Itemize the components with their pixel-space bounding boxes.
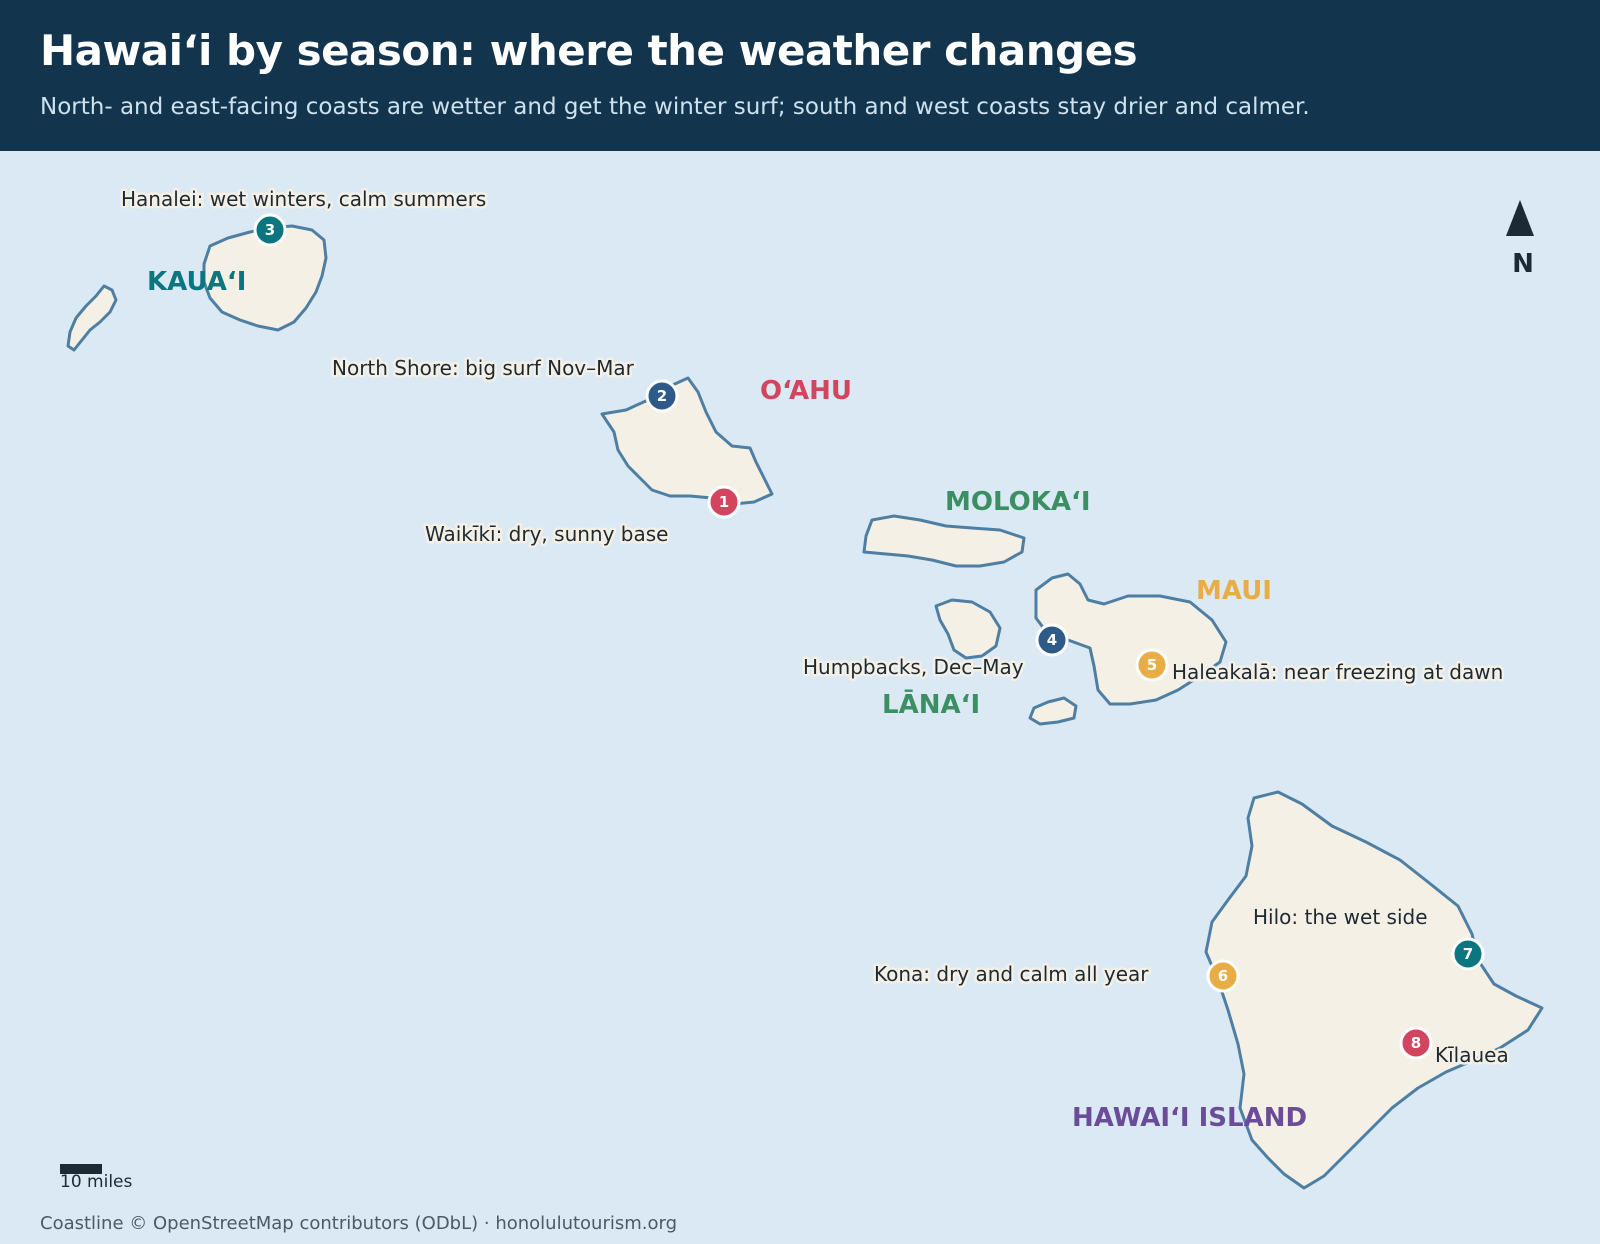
island-label-oahu: OʻAHU (760, 376, 852, 406)
marker-number-8: 8 (1411, 1034, 1421, 1052)
island-label-molokai: MOLOKAʻI (945, 487, 1091, 517)
island-oahu-shape[interactable] (600, 376, 774, 506)
map-marker-5[interactable]: Haleakalā: near freezing at dawn 5 (1135, 648, 1506, 687)
map-marker-4[interactable]: Humpbacks, Dec–May 4 (801, 623, 1069, 682)
marker-number-5: 5 (1147, 656, 1157, 674)
markers-layer: Waikīkī: dry, sunny base 1 North Shore: bi… (119, 185, 1512, 1070)
marker-callout-3: Hanalei: wet winters, calm summers (121, 187, 486, 211)
map-marker-3[interactable]: Hanalei: wet winters, calm summers 3 (119, 185, 489, 247)
marker-number-6: 6 (1218, 967, 1228, 985)
marker-pin-icon[interactable] (645, 379, 679, 413)
map-marker-6[interactable]: Kona: dry and calm all year 6 (872, 959, 1240, 993)
island-label-maui: MAUI (1196, 576, 1272, 606)
marker-callout-8: Kīlauea (1435, 1043, 1509, 1067)
header: Hawaiʻi by season: where the weather cha… (0, 0, 1600, 151)
page-subtitle: North- and east-facing coasts are wetter… (40, 94, 1310, 120)
marker-callout-7: Hilo: the wet side (1253, 905, 1428, 929)
marker-pin-icon[interactable] (1135, 648, 1169, 682)
map-canvas: KAUAʻI OʻAHU MOLOKAʻI MAUI LĀNAʻI HAWAIʻI ISL… (66, 185, 1544, 1190)
north-arrow-icon (1506, 200, 1534, 236)
island-label-kauai: KAUAʻI (147, 267, 246, 297)
island-label-lanai: LĀNAʻI (882, 688, 980, 720)
marker-callout-2: North Shore: big surf Nov–Mar (332, 356, 635, 380)
north-arrow: N (1506, 200, 1534, 279)
marker-pin-icon[interactable] (1206, 959, 1240, 993)
scale-bar (60, 1164, 102, 1174)
island-maui-shape[interactable] (1034, 572, 1228, 706)
map-marker-2[interactable]: North Shore: big surf Nov–Mar 2 (330, 354, 679, 413)
map-area[interactable]: KAUAʻI OʻAHU MOLOKAʻI MAUI LĀNAʻI HAWAIʻI ISL… (0, 151, 1600, 1244)
map-credit: Coastline © OpenStreetMap contributors (… (40, 1213, 678, 1234)
marker-number-7: 7 (1463, 945, 1473, 963)
island-hawaii-shape[interactable] (1204, 790, 1544, 1190)
marker-pin-icon[interactable] (1451, 937, 1485, 971)
marker-callout-6: Kona: dry and calm all year (874, 962, 1149, 986)
marker-pin-icon[interactable] (253, 213, 287, 247)
map-marker-8[interactable]: Kīlauea 8 (1399, 1026, 1511, 1070)
marker-callout-4: Humpbacks, Dec–May (803, 655, 1024, 679)
island-kahoolawe-shape (1028, 696, 1078, 726)
island-niihau-shape (66, 284, 118, 352)
marker-callout-1: Waikīkī: dry, sunny base (425, 522, 668, 546)
map-marker-1[interactable]: Waikīkī: dry, sunny base 1 (423, 485, 741, 549)
marker-number-1: 1 (719, 493, 729, 511)
marker-pin-icon[interactable] (707, 485, 741, 519)
map-marker-7[interactable]: Hilo: the wet side 7 (1251, 903, 1485, 971)
marker-callout-5: Haleakalā: near freezing at dawn (1172, 660, 1503, 684)
marker-number-2: 2 (657, 387, 667, 405)
island-lanai-shape[interactable] (934, 598, 1002, 660)
island-labels: KAUAʻI OʻAHU MOLOKAʻI MAUI LĀNAʻI HAWAIʻI ISL… (147, 267, 1307, 1133)
island-molokai-shape[interactable] (862, 514, 1026, 568)
north-arrow-label: N (1512, 249, 1534, 279)
marker-number-3: 3 (265, 221, 275, 239)
page-title: Hawaiʻi by season: where the weather cha… (40, 26, 1138, 75)
scale-label: 10 miles (60, 1172, 133, 1192)
island-label-hawaii: HAWAIʻI ISLAND (1072, 1103, 1307, 1133)
marker-number-4: 4 (1047, 631, 1057, 649)
marker-pin-icon[interactable] (1035, 623, 1069, 657)
marker-pin-icon[interactable] (1399, 1026, 1433, 1060)
